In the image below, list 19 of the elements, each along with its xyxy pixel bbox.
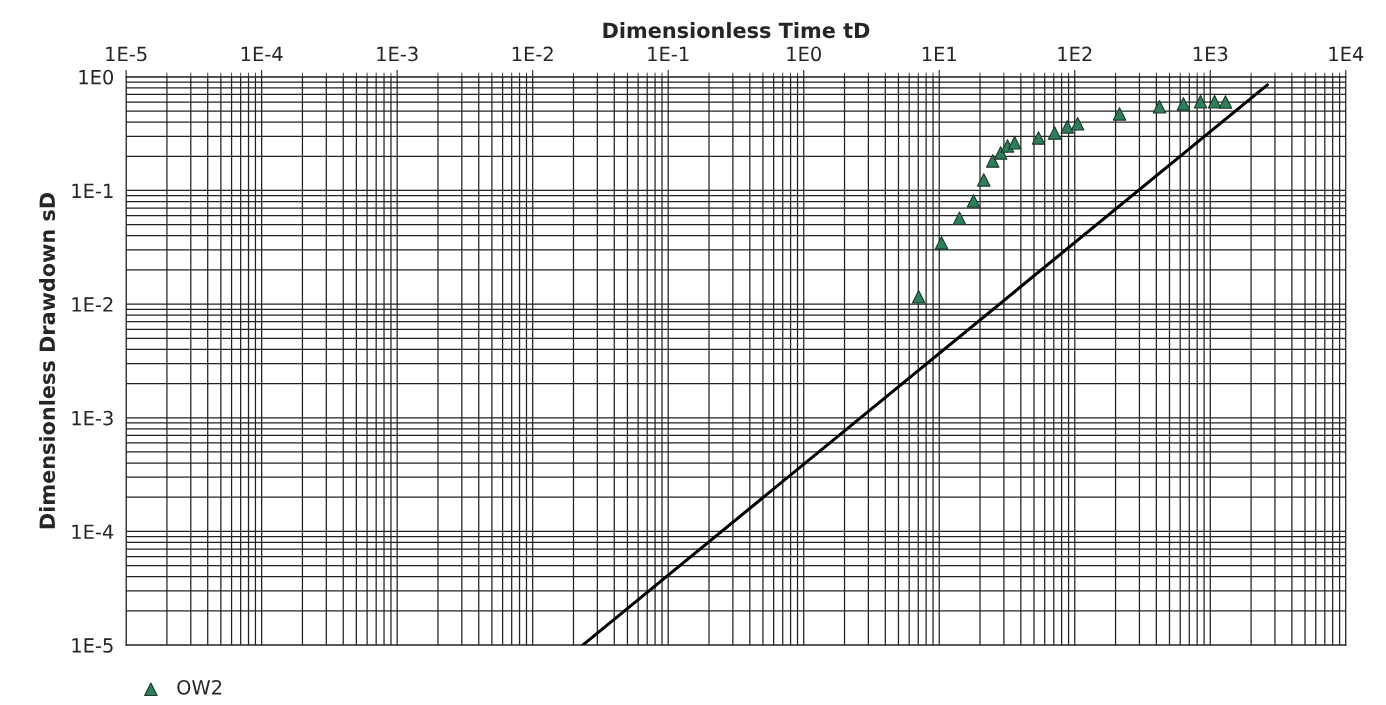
x-tick-label: 1E2 bbox=[1058, 46, 1092, 61]
y-tick-label: 1E-5 bbox=[72, 638, 113, 653]
x-axis-title: Dimensionless Time tD bbox=[603, 22, 870, 39]
legend-label: OW2 bbox=[177, 679, 222, 695]
x-tick-label: 1E3 bbox=[1193, 46, 1228, 62]
x-tick-label: 1E0 bbox=[787, 46, 821, 62]
y-tick-label: 1E-2 bbox=[72, 297, 113, 312]
y-axis-title: Dimensionless Drawdown sD bbox=[39, 192, 56, 529]
y-tick-label: 1E-3 bbox=[72, 410, 113, 426]
y-tick-label: 1E-1 bbox=[72, 183, 113, 198]
y-tick-label: 1E0 bbox=[79, 69, 114, 85]
x-tick-label: 1E-3 bbox=[377, 46, 418, 62]
x-tick-label: 1E-1 bbox=[648, 46, 689, 61]
x-tick-label: 1E-5 bbox=[106, 46, 147, 62]
x-tick-label: 1E-4 bbox=[241, 46, 283, 61]
y-tick-label: 1E-4 bbox=[72, 524, 114, 539]
x-tick-label: 1E-2 bbox=[512, 46, 553, 61]
x-tick-label: 1E1 bbox=[922, 46, 956, 61]
x-tick-label: 1E4 bbox=[1329, 46, 1364, 61]
